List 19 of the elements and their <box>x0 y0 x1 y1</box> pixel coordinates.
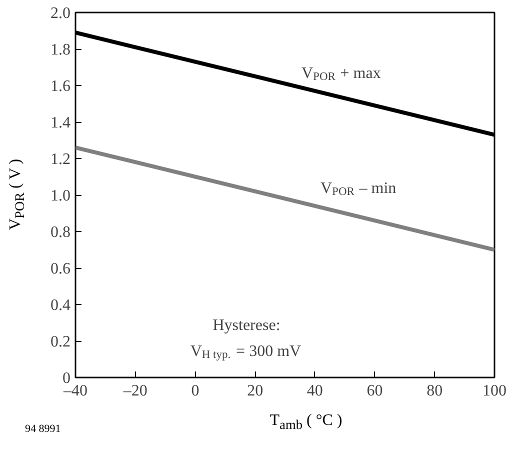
x-tick-label: 100 <box>482 382 506 400</box>
x-tick-label: 60 <box>366 382 383 400</box>
x-tick-label: –20 <box>122 382 148 400</box>
y-tick-label: 0.6 <box>50 260 70 278</box>
y-tick-label: 0.2 <box>50 334 70 350</box>
y-tick-label: 1.2 <box>50 151 70 168</box>
x-tick-label: 40 <box>306 382 323 400</box>
text: 94 8991 <box>25 422 61 437</box>
y-tick-label: 1.0 <box>50 188 70 204</box>
x-axis-title: T$_{amb}$ ( °C ) <box>270 411 342 434</box>
y-tick-label: 1.4 <box>50 114 70 132</box>
x-tick-label: 0 <box>191 382 200 400</box>
y-tick-label: 0.4 <box>50 297 70 314</box>
x-tick-label: 20 <box>247 382 264 400</box>
y-tick-label: 1.8 <box>50 42 70 58</box>
y-tick-label: 0.8 <box>50 224 70 241</box>
x-tick-label: 80 <box>426 382 443 400</box>
y-tick-label: 2.0 <box>50 5 70 22</box>
y-tick-label: 1.6 <box>50 78 70 95</box>
